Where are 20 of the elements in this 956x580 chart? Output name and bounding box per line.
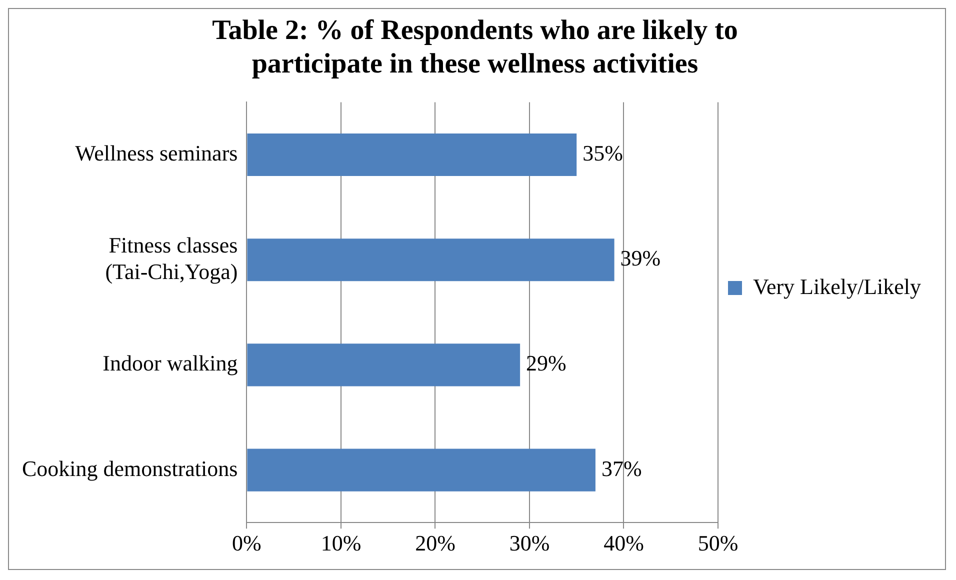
bar bbox=[247, 448, 596, 492]
y-tick-label: Indoor walking bbox=[102, 350, 238, 376]
x-tick-label: 50% bbox=[698, 530, 738, 556]
bar bbox=[247, 238, 614, 282]
y-tick-label: Fitness classes (Tai-Chi,Yoga) bbox=[105, 232, 238, 284]
x-tick-label: 0% bbox=[232, 530, 262, 556]
legend-label: Very Likely/Likely bbox=[752, 274, 922, 299]
y-tick-label: Cooking demonstrations bbox=[22, 456, 238, 481]
x-tick-label: 10% bbox=[320, 530, 362, 556]
data-label: 35% bbox=[582, 140, 623, 166]
x-tick-label: 20% bbox=[415, 530, 456, 556]
bar bbox=[247, 133, 577, 176]
x-tick-label: 40% bbox=[604, 530, 644, 556]
data-label: 37% bbox=[601, 456, 642, 481]
data-label: 39% bbox=[620, 246, 661, 271]
x-tick-label: 30% bbox=[509, 530, 550, 556]
data-label: 29% bbox=[526, 350, 566, 376]
y-tick-label: Wellness seminars bbox=[75, 140, 238, 166]
bar bbox=[247, 344, 520, 386]
chart-title: Table 2: % of Respondents who are likely to participate in these wellness activities bbox=[212, 15, 738, 80]
